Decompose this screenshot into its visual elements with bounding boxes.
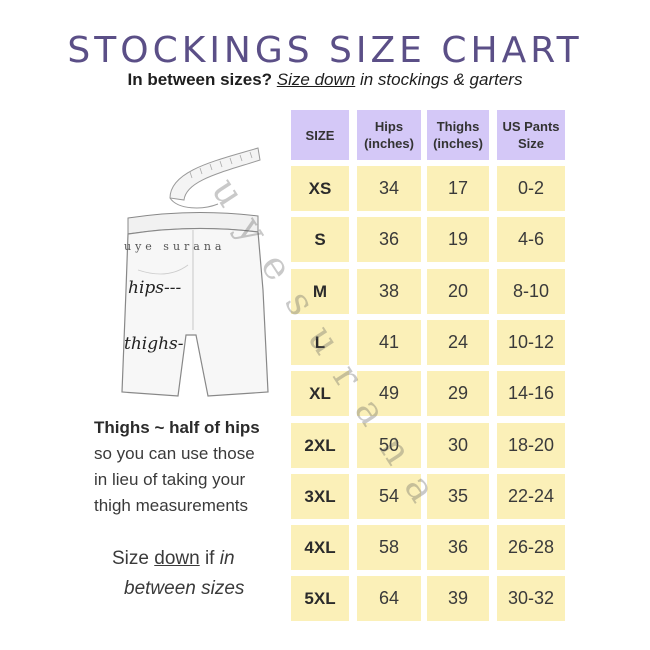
subtitle-question: In between sizes?: [127, 70, 273, 89]
table-cell: 38: [357, 269, 421, 314]
table-cell: 22-24: [497, 474, 565, 519]
table-cell: 64: [357, 576, 421, 621]
shorts-drawing: [121, 147, 269, 397]
table-cell: 49: [357, 371, 421, 416]
size-cell: 2XL: [291, 423, 349, 468]
size-cell: XL: [291, 371, 349, 416]
table-header: US Pants Size: [497, 110, 565, 160]
subtitle: In between sizes? Size down in stockings…: [0, 70, 650, 90]
subtitle-rest: in stockings & garters: [355, 70, 523, 89]
table-header-line1: US Pants: [502, 119, 560, 134]
table-cell: 35: [427, 474, 489, 519]
size-cell: M: [291, 269, 349, 314]
figure-brand: uye surana: [124, 240, 226, 253]
table-header-line2: (inches): [364, 136, 414, 151]
table-cell: 0-2: [497, 166, 565, 211]
table-header-line2: (inches): [433, 136, 483, 151]
size-cell: 5XL: [291, 576, 349, 621]
tip-line-2: between sizes: [124, 578, 245, 599]
table-cell: 58: [357, 525, 421, 570]
size-cell: S: [291, 217, 349, 262]
note-heading: Thighs ~ half of hips: [94, 418, 260, 437]
table-cell: 14-16: [497, 371, 565, 416]
subtitle-size-down: Size down: [276, 70, 356, 89]
table-cell: 54: [357, 474, 421, 519]
size-cell: 3XL: [291, 474, 349, 519]
table-header-line2: Size: [517, 136, 544, 151]
table-cell: 36: [427, 525, 489, 570]
page-title: STOCKINGS SIZE CHART: [67, 30, 583, 71]
table-cell: 20: [427, 269, 489, 314]
note-line-2: in lieu of taking your: [94, 470, 246, 489]
table-cell: 50: [357, 423, 421, 468]
table-cell: 24: [427, 320, 489, 365]
table-header: Hips (inches): [357, 110, 421, 160]
tip-down: down: [154, 548, 200, 569]
table-cell: 36: [357, 217, 421, 262]
note-line-1: so you can use those: [94, 444, 255, 463]
table-header: SIZE: [291, 110, 349, 160]
shorts-illustration: [108, 130, 283, 400]
table-header-line1: Thighs: [436, 119, 480, 134]
table-cell: 17: [427, 166, 489, 211]
table-cell: 10-12: [497, 320, 565, 365]
tip-line-1: Size down if in: [112, 548, 235, 570]
thighs-label: thighs-: [124, 334, 184, 354]
size-cell: L: [291, 320, 349, 365]
table-cell: 29: [427, 371, 489, 416]
table-cell: 19: [427, 217, 489, 262]
tip-prefix: Size: [112, 548, 155, 569]
table-cell: 39: [427, 576, 489, 621]
size-cell: XS: [291, 166, 349, 211]
table-header: Thighs (inches): [427, 110, 489, 160]
table-header-line1: Hips: [374, 119, 404, 134]
table-cell: 30-32: [497, 576, 565, 621]
note-line-3: thigh measurements: [94, 496, 249, 515]
tip-in: in: [219, 548, 235, 569]
hips-label: hips---: [128, 278, 182, 298]
tip-middle: if: [199, 548, 220, 569]
table-cell: 30: [427, 423, 489, 468]
table-cell: 18-20: [497, 423, 565, 468]
table-header-line1: SIZE: [305, 127, 335, 143]
table-cell: 26-28: [497, 525, 565, 570]
table-cell: 41: [357, 320, 421, 365]
table-cell: 4-6: [497, 217, 565, 262]
table-cell: 34: [357, 166, 421, 211]
table-cell: 8-10: [497, 269, 565, 314]
size-cell: 4XL: [291, 525, 349, 570]
